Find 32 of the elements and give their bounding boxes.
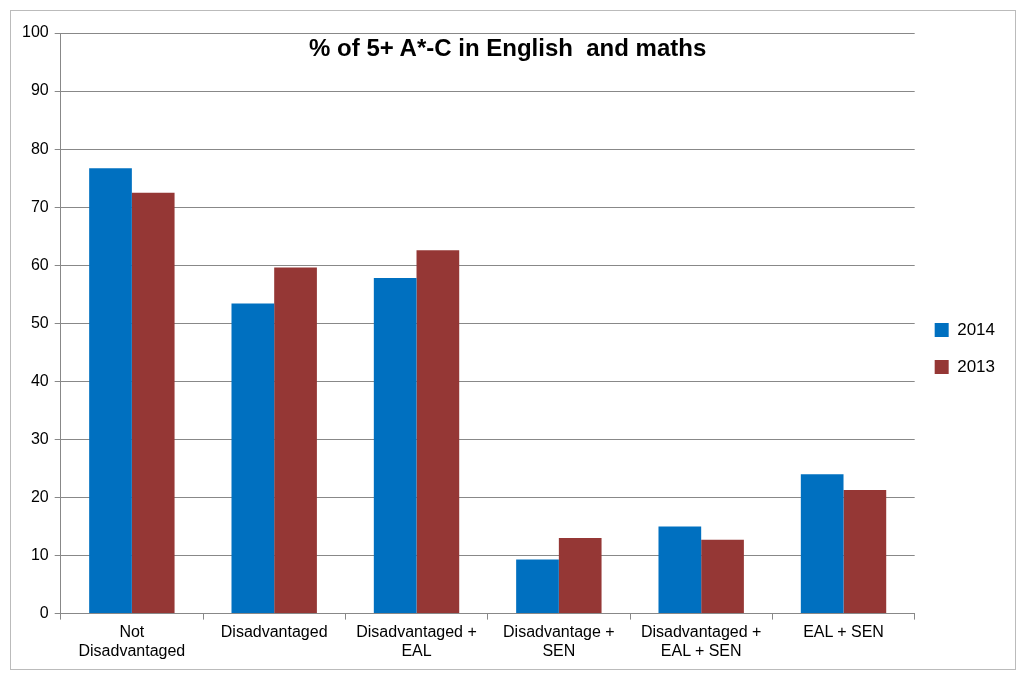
y-tick-label: 70: [30, 197, 49, 215]
x-tick-label: Disadvantage + SEN: [503, 622, 615, 659]
legend-label: 2013: [957, 356, 996, 376]
y-tick-label: 20: [30, 487, 49, 505]
y-tick-label: 30: [30, 429, 49, 447]
y-tick-label: 90: [30, 81, 49, 99]
y-tick-label: 50: [30, 313, 49, 331]
x-tick-label: Disadvantaged: [220, 622, 328, 640]
bar: [701, 539, 744, 614]
y-tick-label: 40: [30, 371, 49, 389]
y-tick-label: 100: [21, 23, 49, 41]
y-tick-label: 60: [30, 255, 49, 273]
legend-label: 2014: [957, 319, 996, 339]
bar: [373, 278, 417, 614]
y-tick-label: 0: [39, 604, 49, 622]
x-tick-label: Not Disadvantaged: [78, 622, 186, 659]
chart-title: % of 5+ A*-C in English and maths: [309, 33, 707, 61]
bar: [131, 192, 175, 614]
bar: [558, 538, 602, 614]
bar: [89, 168, 132, 614]
bar: [843, 489, 887, 614]
bar: [658, 526, 702, 614]
bar: [231, 303, 275, 614]
bar: [274, 267, 317, 614]
x-tick-label: EAL + SEN: [803, 622, 884, 640]
bar: [800, 474, 844, 614]
y-tick-label: 10: [30, 545, 49, 563]
y-tick-label: 80: [30, 139, 49, 157]
x-tick-label: Disadvantaged + EAL: [356, 622, 477, 659]
bar: [516, 559, 559, 614]
x-tick-label: Disadvantaged + EAL + SEN: [640, 622, 762, 659]
bar: [416, 250, 460, 614]
